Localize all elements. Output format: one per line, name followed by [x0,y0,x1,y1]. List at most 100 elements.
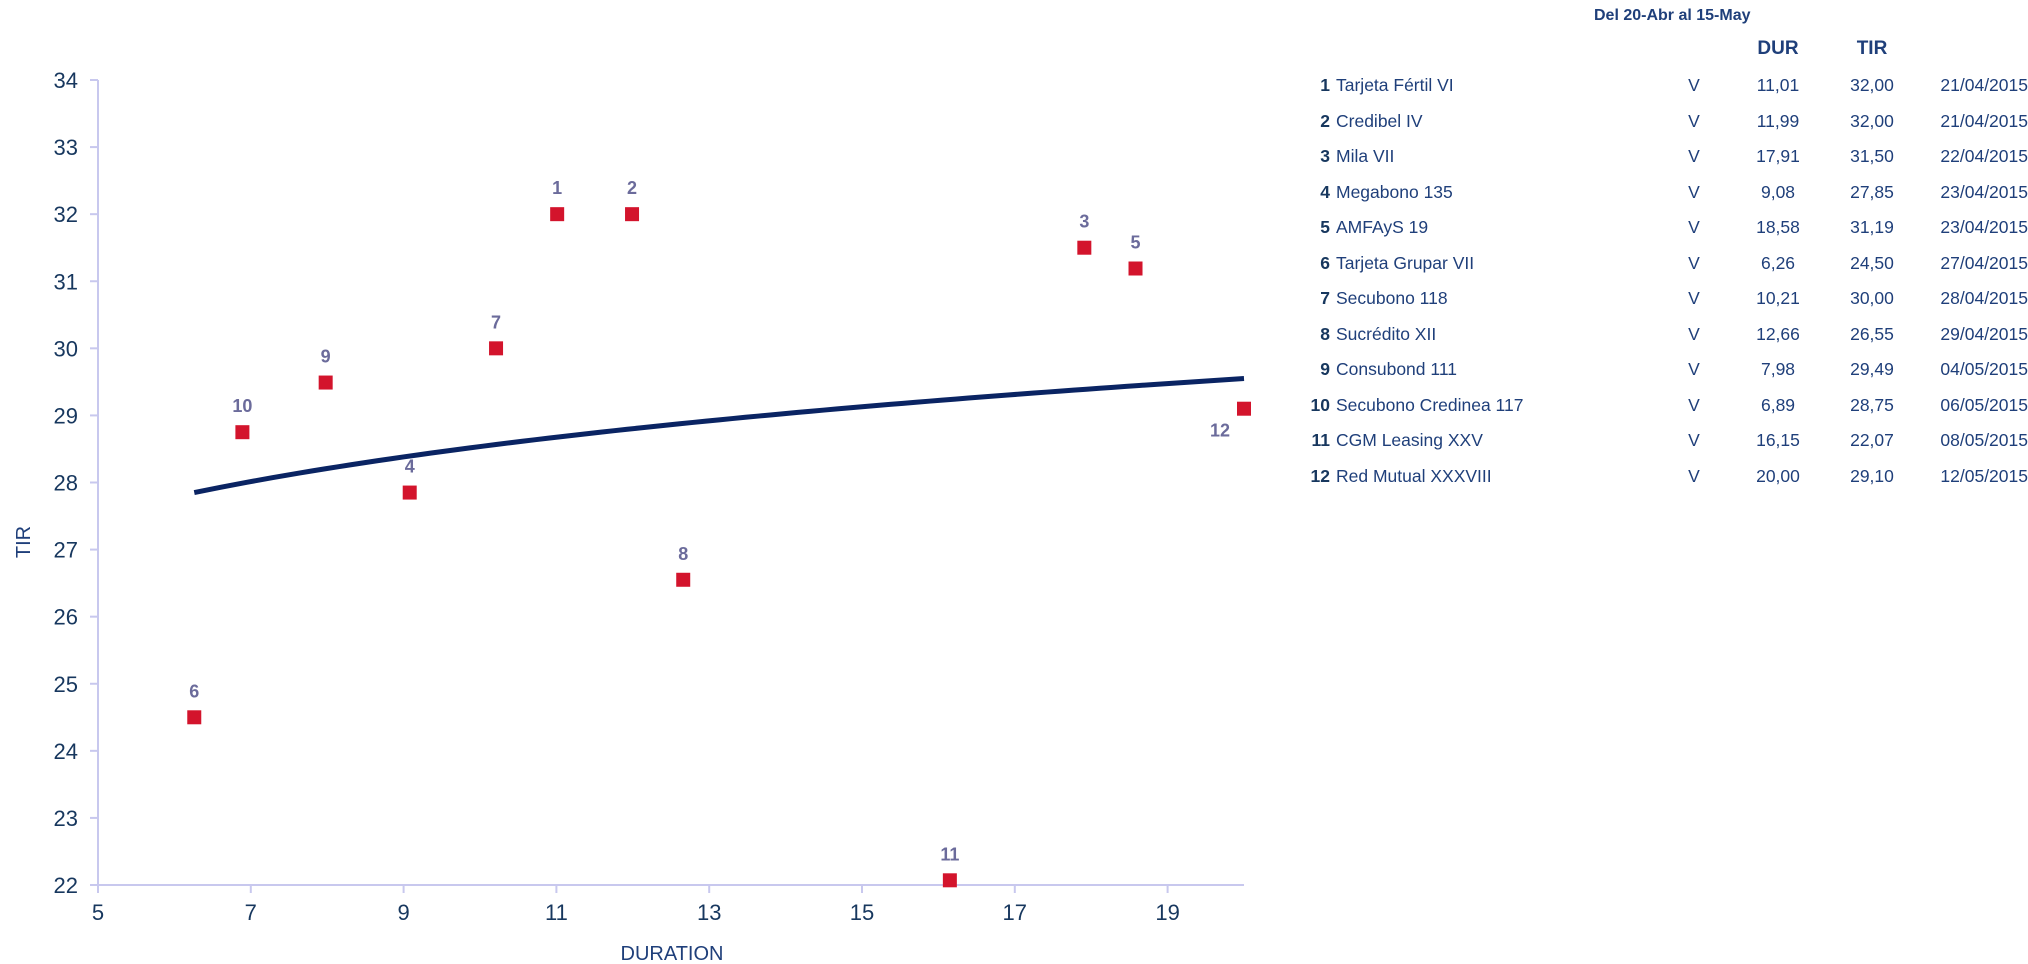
x-tick-label: 5 [92,900,104,925]
duration-value: 16,15 [1756,430,1800,450]
duration-value: 17,91 [1756,146,1800,166]
issue-date: 04/05/2015 [1940,359,2028,379]
point-label: 2 [627,178,637,198]
data-point [402,485,417,500]
tir-value: 22,07 [1850,430,1894,450]
issue-date: 23/04/2015 [1940,217,2028,237]
duration-value: 6,89 [1760,394,1796,415]
issue-date: 28/04/2015 [1940,288,2028,308]
tir-value: 31,50 [1850,146,1894,166]
y-tick-label: 30 [54,336,78,361]
y-tick-label: 24 [54,739,78,764]
issue-name: Consubond 111 [1336,359,1457,379]
issue-type: V [1688,217,1700,237]
data-point [676,572,691,587]
data-point [942,873,957,888]
row-number: 1 [1320,75,1330,95]
tir-value: 28,75 [1850,394,1894,415]
point-label: 12 [1210,421,1230,441]
issue-type: V [1688,359,1700,379]
issue-name: Credibel IV [1336,110,1423,131]
y-tick-label: 23 [54,806,78,831]
duration-value: 18,58 [1756,217,1800,237]
y-tick-label: 28 [54,471,78,496]
row-number: 9 [1320,359,1330,379]
row-number: 3 [1320,146,1330,166]
table-row: 12 Red Mutual XXXVIII V 20,00 29,10 12/05/201… [1296,466,2028,494]
duration-value: 9,08 [1760,181,1796,202]
row-number: 8 [1320,323,1330,344]
row-number: 10 [1310,394,1330,415]
y-tick-label: 22 [54,873,78,898]
tir-value: 27,85 [1850,181,1894,202]
issue-name: Secubono 118 [1336,288,1448,308]
x-tick-label: 11 [545,900,568,925]
x-axis-title: DURATION [621,943,724,964]
data-point [235,425,250,440]
x-tick-label: 13 [697,900,721,925]
tir-value: 31,19 [1850,217,1894,237]
issue-name: CGM Leasing XXV [1336,430,1483,450]
data-point [550,207,565,222]
row-number: 5 [1320,217,1330,237]
dur-header: DUR [1757,38,1799,59]
x-tick-label: 15 [850,900,874,925]
table-row: 5 AMFAyS 19 V 18,58 31,19 23/04/2015 [1296,217,2028,245]
point-label: 10 [232,396,252,416]
table-row: 7 Secubono 118 V 10,21 30,00 28/04/2015 [1296,288,2028,316]
tir-value: 26,55 [1850,323,1894,344]
row-number: 7 [1320,288,1330,308]
issue-type: V [1688,181,1700,202]
data-point [1237,401,1251,416]
table-row: 9 Consubond 111 V 7,98 29,49 04/05/2015 [1296,359,2028,387]
tir-value: 29,10 [1850,465,1894,486]
issue-name: Tarjeta Fértil VI [1336,75,1454,95]
y-axis-title: TIR [13,526,35,558]
row-number: 12 [1310,465,1330,486]
y-tick-label: 31 [54,269,78,294]
point-label: 7 [491,312,501,332]
tir-value: 24,50 [1850,252,1894,273]
table-row: 8 Sucrédito XII V 12,66 26,55 29/04/2015 [1296,324,2028,352]
tir-value: 30,00 [1850,288,1894,308]
point-label: 1 [552,178,562,198]
issue-name: Red Mutual XXXVIII [1336,465,1492,486]
issue-name: Secubono Credinea 117 [1336,394,1524,415]
data-point [1128,261,1143,276]
issue-name: AMFAyS 19 [1336,217,1429,237]
issue-type: V [1688,146,1700,166]
table-row: 1 Tarjeta Fértil VI V 11,01 32,00 21/04/2015 [1296,75,2028,103]
row-number: 6 [1320,252,1330,273]
issue-date: 06/05/2015 [1940,394,2028,415]
table-row: 4 Megabono 135 V 9,08 27,85 23/04/2015 [1296,182,2028,210]
table-row: 10 Secubono Credinea 117 V 6,89 28,75 06/05/2… [1296,395,2028,423]
point-label: 11 [940,844,959,864]
point-label: 6 [189,681,199,701]
duration-value: 20,00 [1756,465,1800,486]
issue-type: V [1688,288,1700,308]
y-tick-label: 33 [54,135,78,160]
data-point [1077,240,1092,255]
trendline [193,376,1245,496]
y-tick-label: 34 [54,68,78,93]
issue-type: V [1688,110,1700,131]
x-tick-label: 19 [1155,900,1179,925]
y-tick-label: 32 [54,202,78,227]
data-point [318,375,333,390]
issue-name: Sucrédito XII [1336,323,1437,344]
point-label: 9 [321,347,331,367]
y-tick-label: 26 [54,605,78,630]
issue-date: 23/04/2015 [1940,181,2028,202]
issue-name: Megabono 135 [1336,181,1453,202]
issue-type: V [1688,430,1700,450]
table-row: 2 Credibel IV V 11,99 32,00 21/04/2015 [1296,111,2028,139]
tir-value: 32,00 [1850,75,1894,95]
x-tick-label: 9 [397,900,409,925]
data-point [625,207,640,222]
y-tick-label: 25 [54,672,78,697]
duration-value: 11,01 [1756,75,1800,95]
issue-date: 29/04/2015 [1940,323,2028,344]
period-label: Del 20-Abr al 15-May [1594,7,1751,24]
